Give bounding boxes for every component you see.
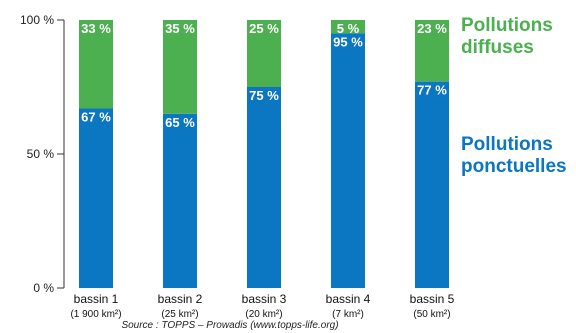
x-category-label: bassin 1 — [74, 292, 119, 306]
legend: Pollutions diffuses Pollutions ponctuell… — [461, 15, 567, 177]
bar-segment-ponctuelles — [247, 87, 281, 288]
bar-value-label: 65 % — [165, 115, 195, 130]
x-category-label: bassin 2 — [158, 292, 203, 306]
bar-value-label: 33 % — [81, 21, 111, 36]
x-category-label: bassin 4 — [326, 292, 371, 306]
legend-ponctuelles-line2: ponctuelles — [461, 156, 567, 177]
legend-diffuses-line2: diffuses — [461, 37, 534, 58]
x-category-area-label: (7 km²) — [332, 309, 364, 320]
bar-segment-ponctuelles — [331, 33, 365, 289]
bars: 67 % 33 % 65 % 35 % 75 % 25 % 95 %5 % 77 % 23 % — [79, 20, 449, 289]
bar-value-label: 23 % — [417, 21, 447, 36]
bar-segment-ponctuelles — [79, 108, 113, 288]
bar-segment-diffuses — [79, 20, 113, 109]
bar-value-label: 95 % — [333, 34, 363, 49]
bar-segment-diffuses — [163, 20, 197, 114]
legend-diffuses-line1: Pollutions — [461, 15, 553, 36]
bar-value-label: 67 % — [81, 109, 111, 124]
x-category-label: bassin 5 — [410, 292, 455, 306]
bar-segment-ponctuelles — [163, 113, 197, 288]
bar-value-label: 75 % — [249, 88, 279, 103]
bar-value-label: 77 % — [417, 83, 447, 98]
x-category-area-label: (25 km²) — [161, 309, 198, 320]
y-axis: 0 % 50 % 100 % — [20, 13, 65, 295]
source-note: Source : TOPPS – Prowadis (www.topps-lif… — [121, 320, 338, 331]
bar-segment-diffuses — [415, 20, 449, 82]
bar-segment-ponctuelles — [415, 81, 449, 288]
bar-value-label: 35 % — [165, 21, 195, 36]
bar-value-label: 25 % — [249, 21, 279, 36]
x-category-area-label: (50 km²) — [413, 309, 450, 320]
x-category-area-label: (20 km²) — [245, 309, 282, 320]
bar-value-label: 5 % — [337, 21, 360, 36]
y-tick-label: 100 % — [20, 13, 54, 27]
x-category-label: bassin 3 — [242, 292, 287, 306]
legend-ponctuelles-line1: Pollutions — [461, 134, 553, 155]
x-axis-labels: bassin 1 (1 900 km²) bassin 2 (25 km²) bassi… — [70, 292, 454, 320]
bar-segment-diffuses — [331, 20, 365, 34]
y-tick-label: 0 % — [33, 281, 54, 295]
x-category-area-label: (1 900 km²) — [70, 309, 121, 320]
y-tick-label: 50 % — [27, 147, 55, 161]
bar-segment-diffuses — [247, 20, 281, 87]
